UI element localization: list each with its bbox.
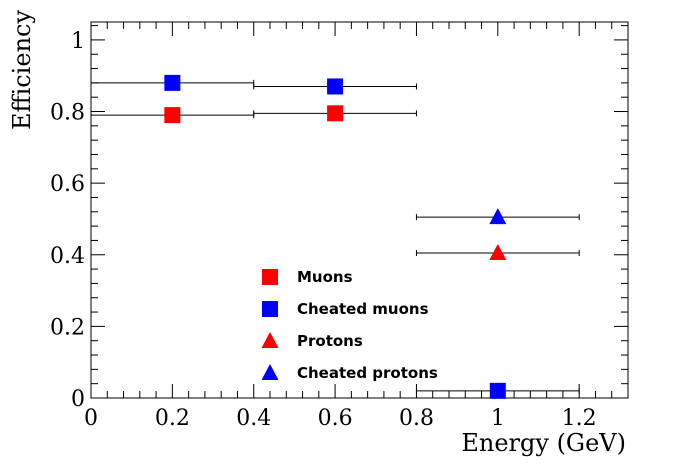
legend-protons-marker (261, 332, 279, 348)
cheated-muons-marker (164, 74, 181, 91)
legend-cheated-muons-label: Cheated muons (297, 300, 429, 318)
muons-marker (164, 107, 181, 124)
x-tick-label: 0.6 (318, 406, 353, 431)
cheated-muons-marker (327, 78, 344, 95)
legend-muons-label: Muons (297, 268, 353, 286)
x-tick-label: 0.8 (399, 406, 434, 431)
x-tick-label: 0.2 (155, 406, 190, 431)
x-tick-label: 0.4 (236, 406, 271, 431)
legend-cheated-muons-marker (262, 301, 278, 317)
y-axis-title: Efficiency (8, 10, 36, 130)
x-tick-label: 1.2 (562, 406, 597, 431)
data-markers (164, 74, 507, 399)
y-tick-label: 0.2 (50, 315, 85, 340)
plot-frame (90, 21, 629, 399)
tick-labels: 0 0.2 0.4 0.6 0.8 1 1.2 0 0.2 0.4 0.6 0.8 1 (50, 29, 597, 431)
axis-ticks (90, 22, 629, 399)
muons-marker (327, 105, 344, 122)
legend: Muons Cheated muons Protons Cheated protons (261, 268, 438, 382)
y-tick-label: 0 (71, 387, 85, 412)
y-tick-label: 0.4 (50, 244, 85, 269)
cheated-muons-marker (489, 382, 506, 399)
legend-protons-label: Protons (297, 332, 363, 350)
x-axis-title: Energy (GeV) (461, 429, 626, 457)
y-tick-label: 1 (71, 29, 85, 54)
y-tick-label: 0.6 (50, 172, 85, 197)
legend-muons-marker (262, 269, 278, 285)
protons-marker (489, 243, 507, 260)
legend-cheated-protons-marker (261, 364, 279, 380)
legend-cheated-protons-label: Cheated protons (297, 364, 438, 382)
y-tick-label: 0.8 (50, 101, 85, 126)
x-tick-label: 1 (491, 406, 505, 431)
cheated-protons-marker (489, 208, 507, 225)
x-tick-label: 0 (84, 406, 98, 431)
